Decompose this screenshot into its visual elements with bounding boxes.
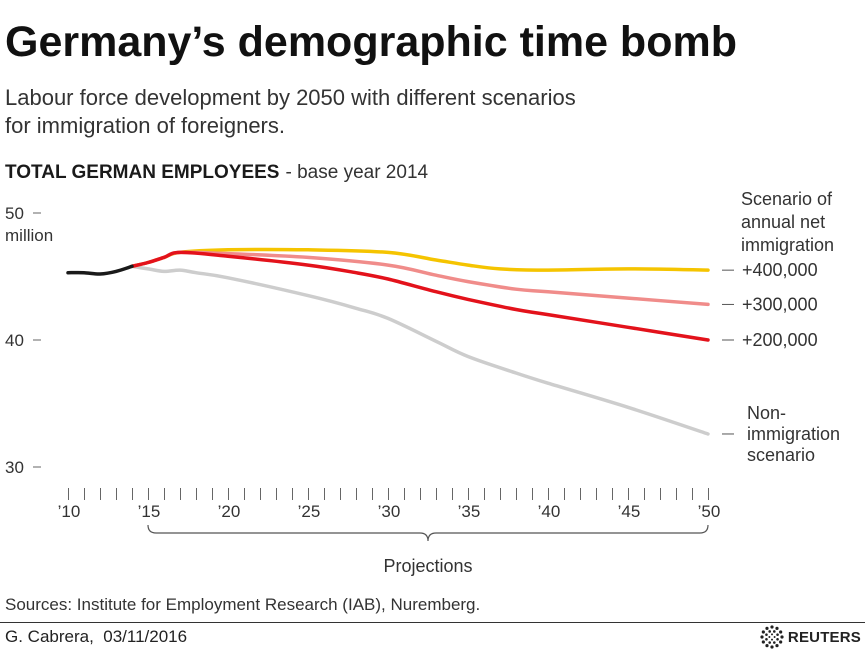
x-tick-label: ’10 (58, 502, 81, 521)
y-tick-label: 30 (5, 458, 24, 477)
credit-line: G. Cabrera, 03/11/2016 (5, 627, 188, 646)
projections-label: Projections (383, 556, 472, 576)
series-label: +300,000 (742, 294, 818, 314)
reuters-logo-text: REUTERS (787, 628, 861, 646)
page-title: Germany’s demographic time bomb (5, 18, 737, 66)
series-label: Non- (747, 403, 786, 423)
y-tick-label: 40 (5, 331, 24, 350)
series-label: +200,000 (742, 330, 818, 350)
chart-title-main: TOTAL GERMAN EMPLOYEES (5, 162, 280, 183)
x-tick-label: ’25 (298, 502, 321, 521)
legend-title: Scenario of (741, 189, 833, 209)
page-subtitle: Labour force development by 2050 with di… (5, 85, 576, 138)
series-line (66, 264, 134, 276)
series-line (130, 250, 710, 307)
series-line (130, 250, 710, 342)
chart-title-detail: - base year 2014 (285, 162, 429, 183)
x-tick-label: ’40 (538, 502, 561, 521)
chart-title: TOTAL GERMAN EMPLOYEES - base year 2014 (5, 162, 428, 184)
series-line (130, 264, 710, 436)
x-tick-label: ’45 (618, 502, 641, 521)
y-unit-label: million (5, 226, 53, 245)
x-tick-label: ’20 (218, 502, 241, 521)
x-tick-label: ’50 (698, 502, 721, 521)
x-tick-label: ’30 (378, 502, 401, 521)
source-note: Sources: Institute for Employment Resear… (5, 595, 481, 614)
series-label: scenario (747, 445, 815, 465)
legend-title: immigration (741, 235, 834, 255)
reuters-logo: REUTERS (760, 625, 861, 649)
x-tick-label: ’15 (138, 502, 161, 521)
series-label: +400,000 (742, 260, 818, 280)
y-tick-label: 50 (5, 204, 24, 223)
x-tick-label: ’35 (458, 502, 481, 521)
reuters-logo-icon (760, 625, 784, 649)
series-label: immigration (747, 424, 840, 444)
projections-bracket (147, 524, 709, 542)
footer-divider (0, 622, 865, 623)
legend-title: annual net (741, 212, 825, 232)
